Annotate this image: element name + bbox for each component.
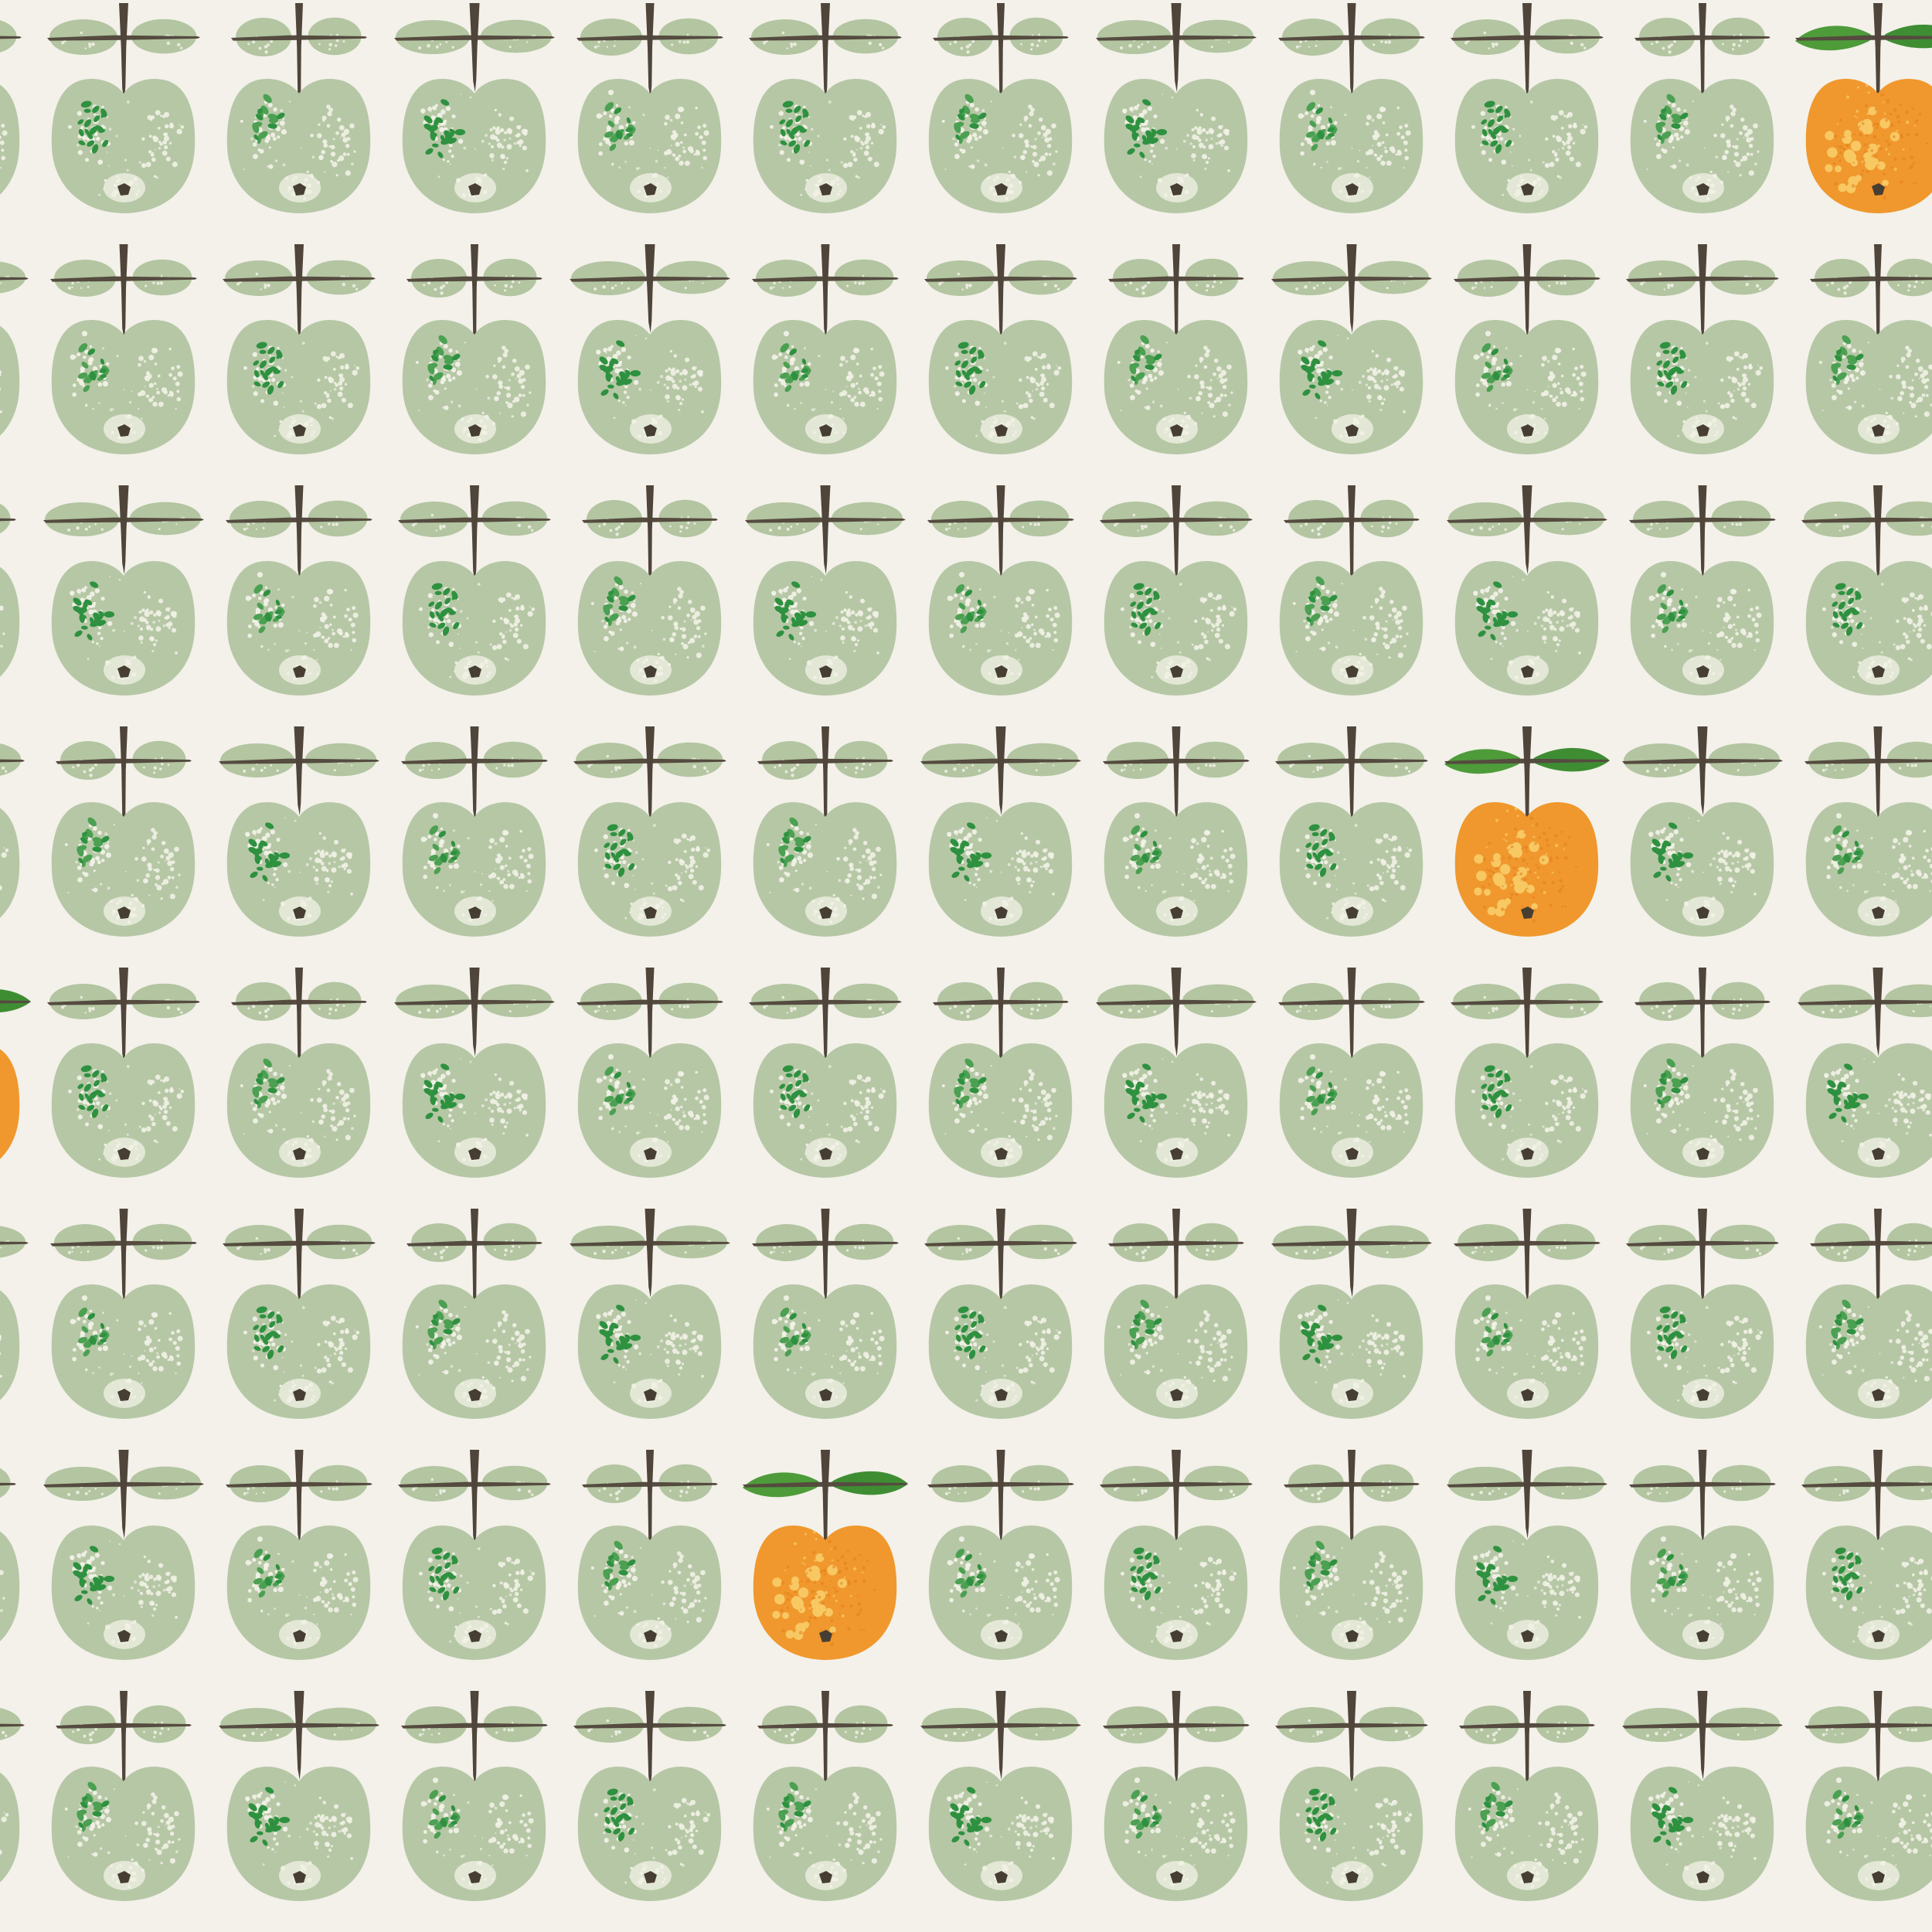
green-apple-motif	[749, 968, 902, 1178]
green-apple-motif	[1629, 1450, 1776, 1660]
green-apple-motif	[570, 1209, 730, 1419]
green-apple-motif	[577, 968, 723, 1178]
green-apple-motif	[226, 1450, 372, 1660]
green-apple-motif	[1801, 485, 1932, 696]
green-apple-motif	[929, 968, 1072, 1178]
green-apple-motif	[1454, 1209, 1600, 1419]
green-apple-motif	[52, 1691, 195, 1901]
green-apple-motif	[1804, 1691, 1932, 1901]
green-apple-motif	[1103, 1691, 1250, 1901]
green-apple-motif	[394, 3, 555, 213]
green-apple-motif	[924, 244, 1077, 454]
green-apple-motif	[1798, 968, 1932, 1178]
green-apple-motif	[1451, 968, 1604, 1178]
green-apple-motif	[1096, 3, 1257, 213]
green-apple-motif	[1280, 1450, 1423, 1660]
green-apple-motif	[920, 726, 1081, 937]
green-apple-motif	[1622, 1691, 1783, 1901]
orange-apple-motif	[743, 1450, 908, 1660]
green-apple-motif	[227, 968, 370, 1178]
green-apple-motif	[1271, 244, 1432, 454]
green-apple-motif	[1631, 968, 1774, 1178]
green-apple-motif	[227, 3, 370, 213]
green-apple-motif	[1454, 244, 1600, 454]
green-apple-motif	[47, 968, 200, 1178]
green-apple-motif	[1104, 1209, 1247, 1419]
green-apple-motif	[1806, 1209, 1932, 1419]
green-apple-motif	[924, 1209, 1077, 1419]
green-apple-motif	[43, 1450, 204, 1660]
green-apple-motif	[577, 3, 723, 213]
green-apple-motif	[226, 485, 372, 696]
green-apple-motif	[223, 1209, 376, 1419]
green-apple-motif	[927, 1450, 1074, 1660]
green-apple-motif	[753, 1691, 896, 1901]
green-apple-motif	[1278, 3, 1425, 213]
green-apple-motif	[1275, 1691, 1428, 1901]
green-apple-motif	[1100, 485, 1253, 696]
green-apple-motif	[1280, 485, 1423, 696]
green-apple-motif	[1626, 1209, 1779, 1419]
green-apple-motif	[50, 244, 197, 454]
green-apple-motif	[1806, 244, 1932, 454]
green-apple-motif	[752, 1209, 899, 1419]
green-apple-motif	[1629, 485, 1776, 696]
green-apple-motif	[752, 244, 899, 454]
green-apple-motif	[43, 485, 204, 696]
green-apple-motif	[749, 3, 902, 213]
green-apple-motif	[1100, 1450, 1253, 1660]
green-apple-motif	[219, 1691, 379, 1901]
green-apple-motif	[52, 726, 195, 937]
green-apple-motif	[401, 726, 548, 937]
green-apple-motif	[401, 1691, 548, 1901]
green-apple-motif	[398, 485, 551, 696]
green-apple-motif	[1103, 726, 1250, 937]
green-apple-motif	[398, 1450, 551, 1660]
green-apple-motif	[573, 1691, 726, 1901]
green-apple-motif	[1801, 1450, 1932, 1660]
green-apple-motif	[578, 485, 721, 696]
green-apple-motif	[1451, 3, 1604, 213]
green-apple-motif	[1278, 968, 1425, 1178]
green-apple-motif	[570, 244, 730, 454]
green-apple-motif	[403, 1209, 546, 1419]
green-apple-motif	[929, 3, 1072, 213]
green-apple-motif	[1275, 726, 1428, 937]
green-apple-motif	[1626, 244, 1779, 454]
green-apple-motif	[578, 1450, 721, 1660]
green-apple-motif	[50, 1209, 197, 1419]
green-apple-motif	[1622, 726, 1783, 937]
green-apple-motif	[219, 726, 379, 937]
orange-apple-motif	[1444, 726, 1610, 937]
green-apple-motif	[927, 485, 1074, 696]
green-apple-motif	[394, 968, 555, 1178]
green-apple-motif	[1631, 3, 1774, 213]
green-apple-motif	[573, 726, 726, 937]
green-apple-motif	[1104, 244, 1247, 454]
green-apple-motif	[47, 3, 200, 213]
green-apple-motif	[1447, 1450, 1607, 1660]
green-apple-motif	[753, 726, 896, 937]
green-apple-motif	[1096, 968, 1257, 1178]
green-apple-motif	[1447, 485, 1607, 696]
green-apple-motif	[1455, 1691, 1598, 1901]
green-apple-motif	[403, 244, 546, 454]
green-apple-motif	[223, 244, 376, 454]
green-apple-motif	[1271, 1209, 1432, 1419]
green-apple-motif	[920, 1691, 1081, 1901]
green-apple-motif	[1804, 726, 1932, 937]
green-apple-motif	[745, 485, 906, 696]
